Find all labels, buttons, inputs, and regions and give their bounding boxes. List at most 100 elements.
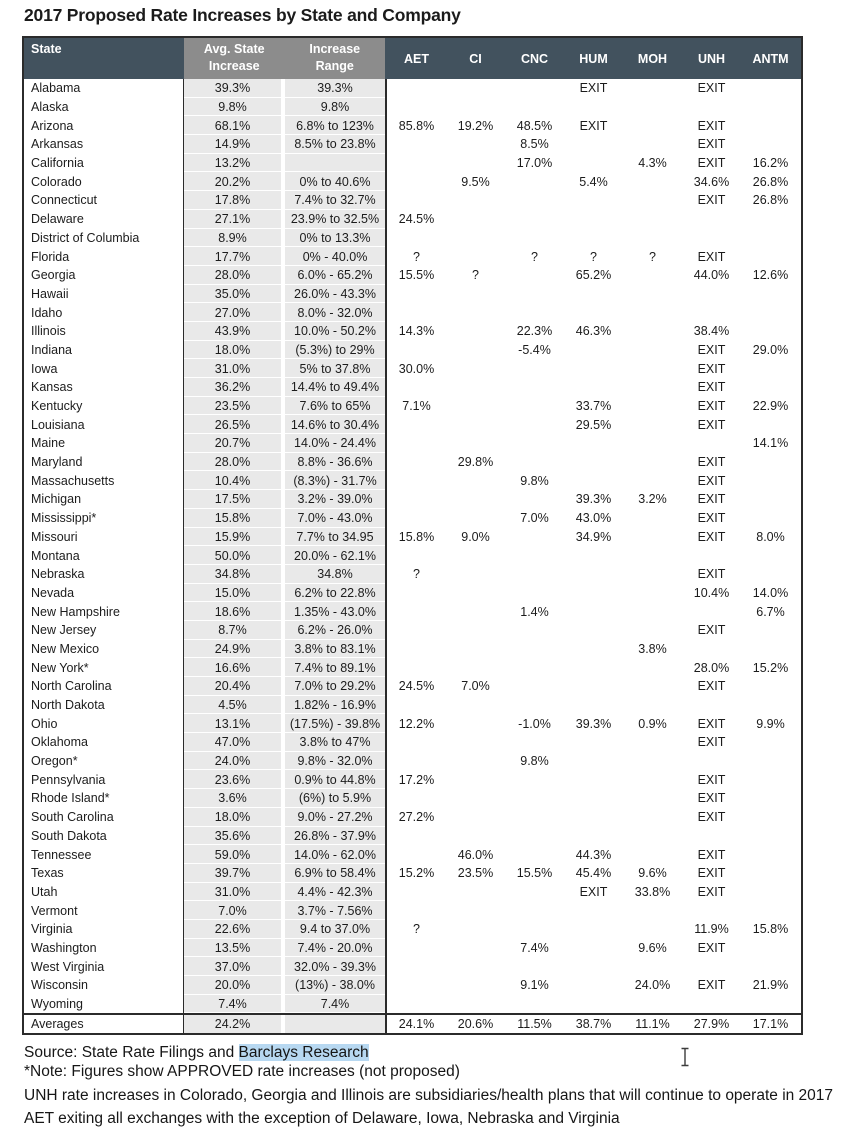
row-cell-antm: 9.9%	[756, 716, 785, 731]
row-cell-hum	[564, 808, 623, 827]
table-row: Alaska 9.8% 9.8%	[24, 97, 801, 117]
row-cell-unh	[682, 546, 741, 565]
row-state-cell: Georgia	[24, 265, 184, 285]
row-cell-antm	[741, 415, 800, 434]
row-cell-antm	[741, 509, 800, 528]
row-cell-cnc: -5.4%	[518, 342, 551, 357]
column-gap	[281, 490, 285, 509]
row-cell-hum	[564, 752, 623, 771]
row-cell-unh	[682, 640, 741, 659]
row-cell-antm	[741, 901, 800, 920]
aet-note-line: AET exiting all exchanges with the excep…	[24, 1110, 620, 1127]
row-cell-aet: 27.2%	[398, 810, 435, 825]
row-cell-unh: EXIT	[697, 118, 726, 133]
row-state-cell: Massachusetts	[24, 471, 184, 491]
row-avg-increase-cell: 17.7%	[184, 247, 281, 266]
row-avg-increase-cell: 28.0%	[184, 452, 281, 472]
page-title: 2017 Proposed Rate Increases by State an…	[24, 5, 461, 25]
averages-cell-aet: 24.1%	[398, 1017, 435, 1032]
row-cell-ci	[446, 285, 505, 304]
row-cell-aet: 24.5%	[398, 212, 435, 227]
rate-increase-table: State Avg. State Increase Increase Range…	[22, 36, 803, 1036]
averages-cell-cnc: 11.5%	[517, 1017, 552, 1032]
row-company-cells: 14.1%	[385, 434, 801, 453]
row-avg-increase-cell: 37.0%	[184, 957, 281, 976]
row-company-cells: 9.8% EXIT	[385, 471, 801, 491]
table-row: Connecticut 17.8% 7.4% to 32.7% EXIT 26.8%	[24, 191, 801, 210]
row-cell-hum	[564, 191, 623, 210]
table-row: Hawaii 35.0% 26.0% - 43.3%	[24, 284, 801, 304]
row-cell-moh	[623, 845, 682, 864]
row-cell-aet: 14.3%	[398, 324, 435, 339]
row-cell-hum	[564, 98, 623, 117]
row-cell-antm	[741, 864, 800, 883]
column-gap	[281, 209, 285, 229]
row-avg-increase-cell: 20.7%	[184, 434, 281, 453]
row-cell-moh	[623, 453, 682, 472]
row-avg-increase-cell: 24.0%	[184, 751, 281, 771]
row-cell-aet	[387, 602, 446, 621]
row-cell-aet	[387, 471, 446, 490]
column-gap	[281, 863, 285, 883]
row-state-cell: Ohio	[24, 714, 184, 734]
row-state-cell: Nevada	[24, 583, 184, 603]
column-gap	[281, 658, 285, 677]
row-cell-antm: 12.6%	[752, 268, 789, 283]
row-state-cell: Iowa	[24, 359, 184, 378]
row-cell-ci	[446, 154, 505, 173]
table-row: Colorado 20.2% 0% to 40.6% 9.5% 5.4% 34.6% 26.…	[24, 172, 801, 192]
row-company-cells: -5.4% EXIT 29.0%	[385, 340, 801, 360]
row-cell-aet	[387, 98, 446, 117]
row-avg-increase-cell: 35.0%	[184, 284, 281, 304]
row-cell-moh	[623, 172, 682, 191]
row-cell-antm: 14.1%	[752, 436, 789, 451]
row-avg-increase-cell: 68.1%	[184, 116, 281, 136]
column-gap	[281, 994, 285, 1014]
column-gap	[281, 882, 285, 902]
row-increase-range-cell: 1.82% - 16.9%	[285, 695, 385, 715]
row-cell-moh: 24.0%	[634, 978, 671, 993]
row-cell-aet	[387, 546, 446, 565]
row-cell-aet	[387, 509, 446, 528]
row-company-cells: 12.2% -1.0% 39.3% 0.9% EXIT 9.9%	[385, 714, 801, 734]
row-cell-moh	[623, 565, 682, 584]
row-cell-moh: 9.6%	[638, 866, 667, 881]
row-cell-ci	[446, 79, 505, 98]
row-avg-increase-cell: 59.0%	[184, 845, 281, 864]
row-avg-increase-cell: 15.9%	[184, 527, 281, 547]
averages-cell-unh: 27.9%	[693, 1017, 730, 1032]
row-cell-aet	[387, 621, 446, 640]
row-cell-unh: EXIT	[697, 81, 726, 96]
row-company-cells: 1.4% 6.7%	[385, 602, 801, 621]
row-cell-aet	[387, 733, 446, 752]
row-cell-moh	[623, 546, 682, 565]
row-cell-hum: 5.4%	[579, 174, 608, 189]
column-gap	[281, 321, 285, 341]
row-state-cell: Oregon*	[24, 751, 184, 771]
row-avg-increase-cell: 39.3%	[184, 79, 281, 98]
table-row: Oregon* 24.0% 9.8% - 32.0% 9.8%	[24, 751, 801, 771]
row-company-cells: 9.5% 5.4% 34.6% 26.8%	[385, 172, 801, 192]
row-cell-antm	[741, 453, 800, 472]
row-increase-range-cell: 6.8% to 123%	[285, 116, 385, 136]
row-cell-moh	[623, 397, 682, 416]
row-increase-range-cell: 7.4% to 32.7%	[285, 191, 385, 210]
row-cell-unh: 28.0%	[693, 660, 730, 675]
table-row: New Mexico 24.9% 3.8% to 83.1% 3.8%	[24, 639, 801, 659]
table-row: Kentucky 23.5% 7.6% to 65% 7.1% 33.7% EXIT 22.…	[24, 396, 801, 416]
row-cell-aet: ?	[413, 567, 420, 582]
row-cell-ci	[446, 341, 505, 360]
row-cell-hum	[564, 696, 623, 715]
row-cell-ci	[446, 920, 505, 939]
row-cell-aet	[387, 584, 446, 603]
table-row: Mississippi* 15.8% 7.0% - 43.0% 7.0% 43.0% EX…	[24, 508, 801, 528]
row-cell-cnc	[505, 359, 564, 378]
column-gap	[281, 340, 285, 360]
row-cell-cnc: 9.8%	[520, 754, 549, 769]
row-cell-unh: 11.9%	[694, 922, 729, 937]
row-cell-cnc	[505, 285, 564, 304]
row-cell-unh: EXIT	[697, 884, 726, 899]
row-cell-aet	[387, 303, 446, 322]
row-cell-antm	[741, 845, 800, 864]
row-cell-antm: 14.0%	[752, 585, 789, 600]
